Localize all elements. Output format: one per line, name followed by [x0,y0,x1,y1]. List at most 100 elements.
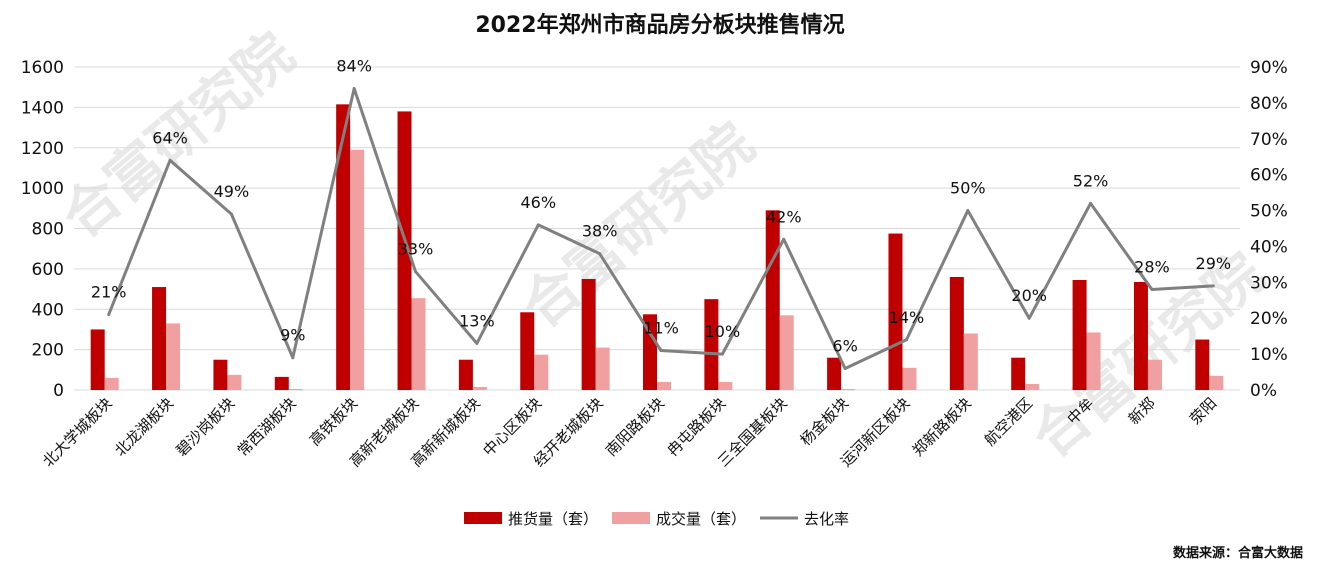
legend-swatch [464,512,502,524]
x-tick-label: 常西湖板块 [234,394,300,460]
rate-data-label: 49% [214,182,250,201]
bar [718,381,733,390]
y-left-tick-label: 600 [32,260,64,280]
bar [643,314,657,390]
rate-point [1089,201,1093,205]
legend-label: 成交量（套） [656,510,746,528]
bar [90,329,105,390]
rate-point [414,270,418,274]
rate-data-label: 13% [459,311,495,330]
bar [888,233,903,390]
bar [520,312,535,390]
y-left-tick-label: 200 [32,341,64,361]
bar [581,278,596,390]
gridlines [74,66,1240,391]
bar [1147,359,1162,390]
bar [166,323,181,390]
bar [949,276,964,390]
y-right-tick-label: 90% [1250,58,1288,78]
rate-data-label: 46% [520,193,556,212]
rate-data-label: 52% [1073,171,1109,190]
bar [411,298,426,390]
rate-data-label: 50% [950,179,986,198]
bar [336,104,351,391]
bar [963,333,978,390]
legend: 推货量（套） 成交量（套） 去化率 [464,510,849,528]
y-right-tick-label: 20% [1250,309,1288,329]
rate-data-label: 38% [582,222,618,241]
y-left-tick-label: 400 [32,300,64,320]
bar [1133,281,1148,390]
y-right-tick-label: 50% [1250,202,1288,222]
rate-data-label: 33% [398,240,434,259]
rate-point [659,349,663,353]
rate-point [107,313,111,317]
bar [704,299,719,390]
line-series: 21% 64% 49% 9% 84% 33% 13% 46% 38% 11% 10% 42% 6% 14%… [91,57,1231,370]
chart-title: 2022年郑州市商品房分板块推售情况 [475,12,844,38]
bar [458,359,473,390]
rate-point [782,237,786,241]
y-right-tick-label: 80% [1250,94,1288,114]
bar [213,359,228,390]
y-left-tick-label: 800 [32,220,64,240]
rate-data-label: 64% [152,128,188,147]
x-tick-label: 杨金板块 [797,394,852,449]
rate-point [229,212,233,216]
y-left-tick-label: 0 [53,381,64,401]
rate-point [598,252,602,256]
rate-data-label: 20% [1011,286,1047,305]
rate-data-label: 84% [336,57,372,76]
y-right-tick-label: 10% [1250,345,1288,365]
source-note: 数据来源：合富大数据 [1173,545,1303,561]
x-tick-label: 碧沙岗板块 [172,394,238,460]
rate-point [1027,316,1031,320]
x-tick-label: 中心区板块 [479,394,545,460]
rate-point [843,366,847,370]
y-axis-left: 0 200 400 600 800 1000 1200 1400 1600 [21,58,64,401]
x-tick-label: 荥阳 [1186,394,1220,428]
bar [1072,279,1087,390]
y-right-tick-label: 30% [1250,273,1288,293]
bar [1195,339,1210,390]
legend-label: 推货量（套） [508,510,598,528]
bar [765,210,780,390]
x-tick-label: 高铁板块 [306,394,361,449]
y-right-tick-label: 0% [1250,381,1277,401]
rate-point [1150,288,1154,292]
rate-data-label: 28% [1134,258,1170,277]
x-tick-label: 郑新路板块 [909,394,975,460]
bar [274,376,289,390]
bar [827,357,842,390]
rate-point [168,158,172,162]
bar [534,354,549,390]
bar [288,388,303,390]
rate-data-label: 11% [643,319,679,338]
rate-point [291,356,295,360]
bar [841,388,856,390]
bar [227,374,242,390]
bar [657,381,671,390]
rate-point [720,352,724,356]
rate-data-label: 6% [832,336,857,355]
bar [1011,357,1026,390]
bar-series [90,104,1224,391]
rate-data-label: 42% [766,207,802,226]
rate-data-label: 14% [889,308,925,327]
y-left-tick-label: 1400 [21,98,64,118]
bar [350,149,365,390]
bar [595,347,610,390]
rate-data-label: 10% [705,322,741,341]
bar [1209,375,1224,390]
bar [152,287,167,390]
rate-point [475,341,479,345]
rate-point [352,87,356,91]
rate-point [1211,284,1215,288]
x-tick-label: 北大学城板块 [39,394,115,470]
x-tick-label: 南阳路板块 [602,394,668,460]
bar [1086,332,1101,390]
bar [902,367,917,390]
rate-data-label: 21% [91,283,127,302]
rate-data-label: 9% [280,326,305,345]
y-right-tick-label: 70% [1250,130,1288,150]
